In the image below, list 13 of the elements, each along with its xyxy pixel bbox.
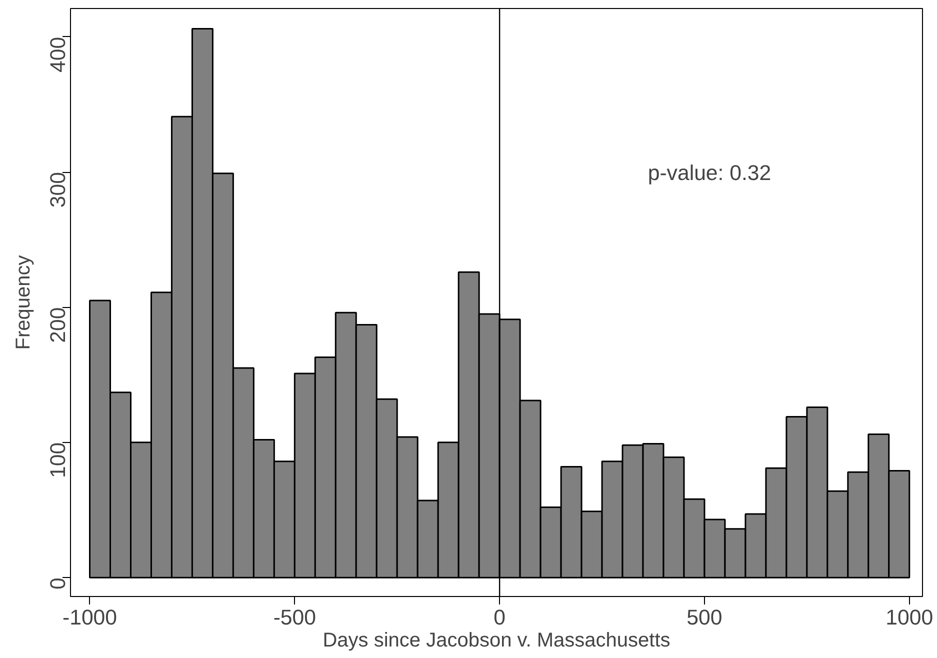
x-tick-label: -500: [273, 606, 316, 630]
y-axis-title: Frequency: [12, 255, 34, 350]
x-tick-label: 0: [494, 606, 506, 630]
y-tick-label: 0: [46, 577, 70, 590]
annotation: p-value: 0.32: [648, 161, 772, 186]
x-tick-label: 500: [686, 606, 722, 630]
y-tick-label: 200: [46, 307, 70, 343]
x-tick-label: 1000: [886, 606, 934, 630]
x-tick-label: -1000: [62, 606, 118, 630]
y-tick-label: 300: [46, 172, 70, 208]
y-tick-label: 400: [46, 36, 70, 72]
x-axis-title: Days since Jacobson v. Massachusetts: [322, 630, 670, 652]
y-tick-label: 100: [46, 442, 70, 478]
